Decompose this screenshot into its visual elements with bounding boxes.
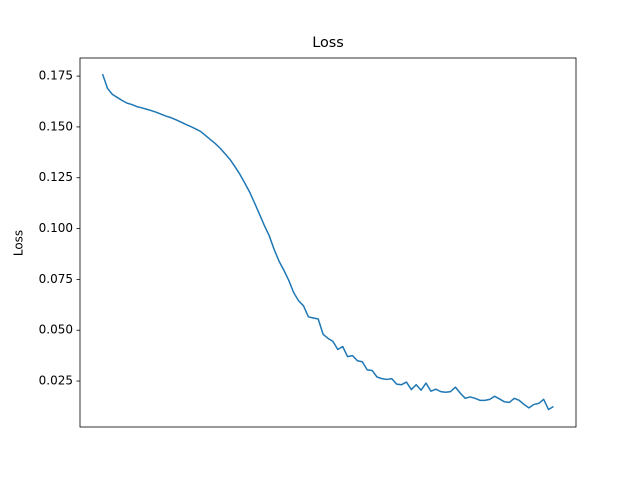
y-tick-label: 0.125 xyxy=(39,170,73,184)
axes-frame xyxy=(79,57,577,428)
loss-line xyxy=(101,73,554,411)
y-tick-label: 0.150 xyxy=(39,119,73,133)
y-axis-label: Loss xyxy=(12,230,26,256)
y-tick-label: 0.075 xyxy=(39,272,73,286)
y-tick-label: 0.175 xyxy=(39,69,73,83)
y-tick-label: 0.025 xyxy=(39,374,73,388)
y-tick-label: 0.050 xyxy=(39,323,73,337)
y-tick-label: 0.100 xyxy=(39,221,73,235)
chart-title: Loss xyxy=(312,35,344,51)
